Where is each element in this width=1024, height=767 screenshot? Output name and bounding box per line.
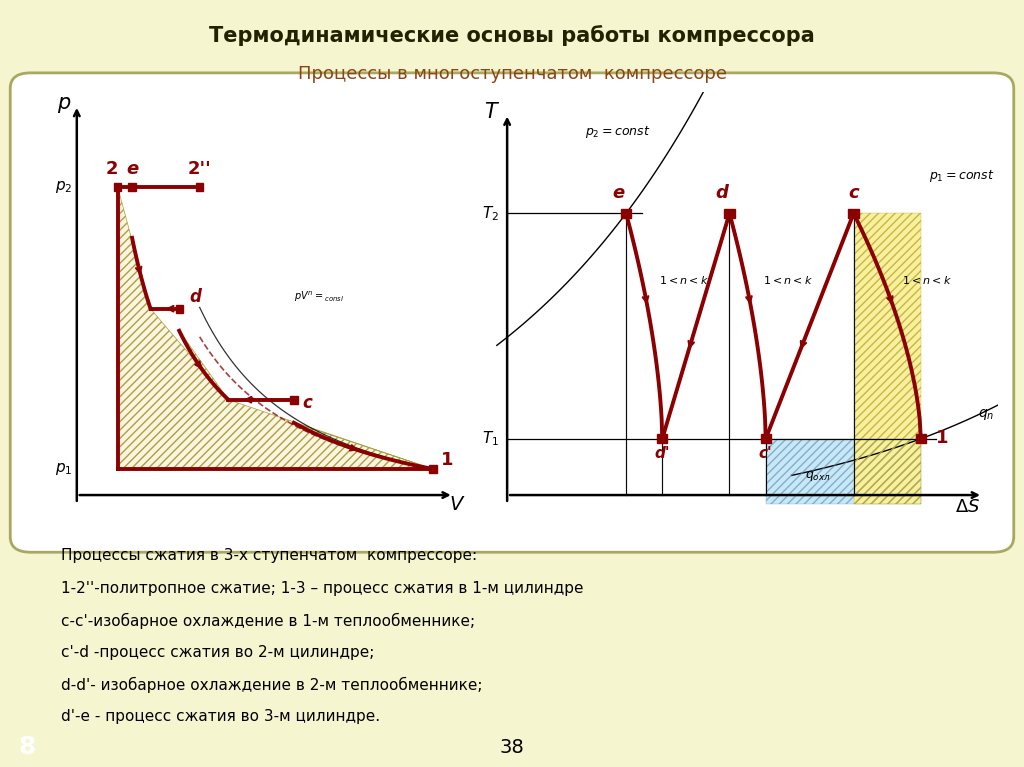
Text: d-d'- изобарное охлаждение в 2-м теплообменнике;: d-d'- изобарное охлаждение в 2-м теплооб… — [61, 677, 483, 693]
Bar — [429, 465, 437, 473]
Text: d': d' — [654, 446, 670, 461]
Text: 38: 38 — [500, 738, 524, 756]
Polygon shape — [118, 187, 433, 469]
Text: $T_2$: $T_2$ — [482, 204, 500, 222]
Bar — [761, 434, 771, 443]
Text: $T_1$: $T_1$ — [482, 430, 500, 448]
Polygon shape — [854, 213, 921, 504]
Text: Термодинамические основы работы компрессора: Термодинамические основы работы компресс… — [209, 25, 815, 45]
Text: e: e — [612, 184, 625, 202]
Text: e: e — [126, 160, 138, 179]
Text: d: d — [189, 288, 202, 306]
Text: 2'': 2'' — [187, 160, 212, 179]
Text: $q_{oxл}$: $q_{oxл}$ — [805, 469, 830, 482]
Text: с'-d -процесс сжатия во 2-м цилиндре;: с'-d -процесс сжатия во 2-м цилиндре; — [61, 645, 375, 660]
Text: $1<n<k$: $1<n<k$ — [902, 275, 952, 286]
Text: Процессы сжатия в 3-х ступенчатом  компрессоре:: Процессы сжатия в 3-х ступенчатом компре… — [61, 548, 477, 564]
Bar — [621, 209, 631, 218]
Text: c': c' — [759, 446, 772, 461]
Bar — [175, 304, 183, 313]
Text: $p_2$: $p_2$ — [55, 179, 73, 196]
Bar — [128, 183, 136, 191]
Bar — [114, 183, 122, 191]
Bar — [724, 209, 734, 218]
Bar — [196, 183, 204, 191]
Text: $V$: $V$ — [450, 495, 466, 514]
Bar — [849, 209, 859, 218]
Text: с-с'-изобарное охлаждение в 1-м теплообменнике;: с-с'-изобарное охлаждение в 1-м теплообм… — [61, 613, 475, 629]
Text: d: d — [716, 184, 728, 202]
Text: 2: 2 — [105, 160, 118, 179]
Text: $p$: $p$ — [57, 95, 72, 115]
Bar — [290, 396, 298, 403]
Polygon shape — [766, 439, 921, 504]
Text: $p_1$: $p_1$ — [55, 461, 73, 477]
Text: $\Delta S$: $\Delta S$ — [954, 499, 980, 516]
Text: 1: 1 — [441, 451, 454, 469]
Text: $T$: $T$ — [483, 102, 500, 122]
Text: c: c — [302, 394, 312, 413]
Text: Процессы в многоступенчатом  компрессоре: Процессы в многоступенчатом компрессоре — [298, 65, 726, 83]
Text: $p_1=const$: $p_1=const$ — [930, 168, 995, 184]
Text: $1<n<k$: $1<n<k$ — [659, 275, 710, 286]
Text: $q_n$: $q_n$ — [978, 407, 994, 422]
Bar — [915, 434, 926, 443]
Text: d'-е - процесс сжатия во 3-м цилиндре.: d'-е - процесс сжатия во 3-м цилиндре. — [61, 709, 381, 725]
Text: 1: 1 — [936, 429, 949, 447]
Text: 8: 8 — [18, 735, 36, 759]
Text: $1<n<k$: $1<n<k$ — [763, 275, 813, 286]
Text: $pV^n=_{consl}$: $pV^n=_{consl}$ — [294, 290, 344, 304]
Text: c: c — [848, 184, 859, 202]
Text: 1-2''-политропное сжатие; 1-3 – процесс сжатия в 1-м цилиндре: 1-2''-политропное сжатие; 1-3 – процесс … — [61, 581, 584, 596]
Text: $p_2=const$: $p_2=const$ — [585, 124, 650, 140]
Bar — [657, 434, 668, 443]
